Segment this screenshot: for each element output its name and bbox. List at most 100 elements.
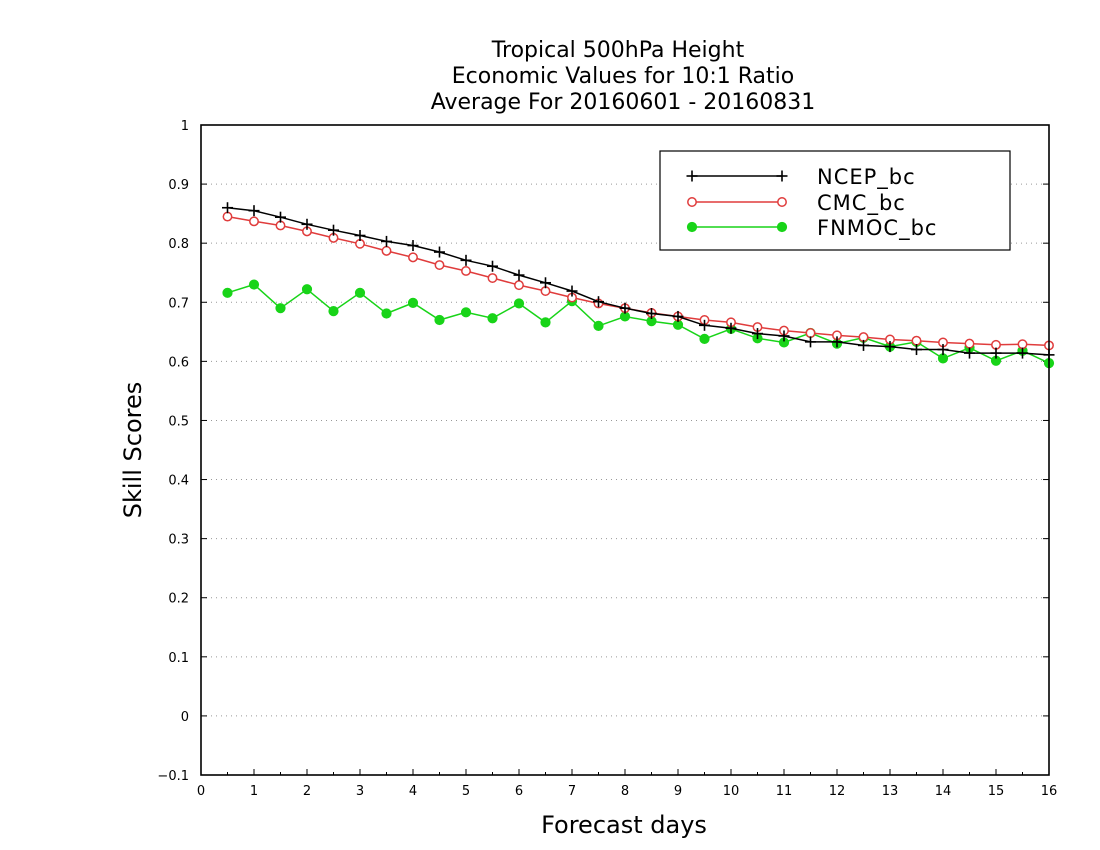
data-point-cmc-bc (487, 273, 498, 283)
y-tick-label: −0.1 (157, 769, 189, 784)
x-tick-label: 16 (1041, 784, 1058, 799)
data-point-ncep-bc (328, 224, 339, 236)
legend-box (659, 150, 1011, 251)
data-point-ncep-bc (460, 254, 472, 266)
chart-title: Tropical 500hPa Height Economic Values f… (431, 38, 816, 115)
legend-label: FNMOC_bc (817, 216, 937, 241)
data-point-cmc-bc (805, 328, 816, 338)
data-point-ncep-bc (275, 211, 286, 223)
y-axis-ticks: −0.1 0 0.1 0.2 0.3 0.4 0.5 0.6 0.7 0.8 0.9 1 (157, 119, 1049, 784)
data-point-ncep-bc (672, 310, 684, 322)
data-point-fnmoc-bc (222, 287, 233, 298)
plot-frame (200, 124, 1050, 776)
data-point-fnmoc-bc (407, 297, 419, 308)
series-fnmoc-bc (222, 279, 1055, 369)
data-point-ncep-bc (778, 330, 790, 342)
data-point-fnmoc-bc (301, 284, 313, 295)
data-point-fnmoc-bc (328, 306, 339, 317)
data-point-fnmoc-bc (460, 307, 472, 318)
data-point-ncep-bc (911, 344, 922, 356)
y-tick-label: 0.3 (168, 533, 189, 548)
data-point-cmc-bc (434, 260, 445, 270)
legend-marker (686, 170, 698, 182)
data-point-cmc-bc (964, 338, 975, 349)
data-point-ncep-bc (487, 260, 498, 272)
x-axis-ticks: 0 1 2 3 4 5 6 7 8 9 10 11 12 13 14 15 16 (197, 769, 1057, 799)
x-tick-label: 10 (723, 784, 740, 799)
x-tick-label: 0 (197, 784, 205, 799)
x-tick-label: 11 (776, 784, 793, 799)
data-point-ncep-bc (831, 336, 843, 348)
data-point-ncep-bc (752, 328, 763, 340)
y-tick-label: 0.8 (168, 237, 189, 252)
x-tick-label: 5 (462, 784, 470, 799)
data-point-ncep-bc (593, 296, 604, 308)
data-point-ncep-bc (407, 240, 419, 252)
data-point-cmc-bc (461, 266, 471, 276)
x-tick-label: 13 (882, 784, 899, 799)
data-point-cmc-bc (222, 211, 233, 222)
data-point-cmc-bc (514, 280, 524, 291)
data-point-fnmoc-bc (699, 333, 710, 345)
data-point-cmc-bc (249, 216, 259, 227)
data-point-fnmoc-bc (540, 317, 551, 328)
data-point-ncep-bc (990, 347, 1002, 359)
data-point-ncep-bc (937, 344, 949, 356)
y-tick-label: 0.2 (168, 592, 189, 607)
data-point-ncep-bc (540, 277, 551, 289)
data-point-fnmoc-bc (434, 314, 445, 326)
legend-marker (776, 221, 788, 233)
data-point-ncep-bc (301, 218, 313, 230)
x-tick-label: 12 (829, 784, 846, 799)
x-tick-label: 3 (356, 784, 364, 799)
legend-item-fnmoc-bc: FNMOC_bc (686, 216, 937, 241)
data-point-ncep-bc (381, 235, 392, 247)
data-point-fnmoc-bc (381, 308, 392, 319)
data-point-fnmoc-bc (937, 353, 949, 364)
legend-marker (776, 170, 788, 182)
data-point-ncep-bc (699, 319, 710, 331)
y-tick-label: 0.6 (168, 355, 189, 370)
y-tick-label: 0.7 (168, 296, 189, 311)
x-tick-label: 15 (988, 784, 1005, 799)
data-point-ncep-bc (858, 339, 869, 351)
legend-marker (687, 197, 697, 207)
data-point-ncep-bc (725, 322, 737, 334)
data-point-ncep-bc (1017, 347, 1028, 359)
x-tick-label: 7 (568, 784, 576, 799)
data-point-ncep-bc (884, 341, 896, 353)
y-axis-label: Skill Scores (119, 382, 147, 519)
x-axis-label: Forecast days (541, 811, 707, 839)
x-tick-label: 14 (935, 784, 952, 799)
data-point-ncep-bc (805, 336, 816, 348)
series-line-fnmoc-bc (227, 283, 1050, 364)
legend-label: NCEP_bc (817, 165, 916, 190)
legend-label: CMC_bc (817, 191, 906, 216)
data-point-ncep-bc (354, 230, 366, 241)
data-point-cmc-bc (381, 245, 392, 256)
x-tick-label: 8 (621, 784, 629, 799)
legend-item-ncep-bc: NCEP_bc (686, 165, 916, 190)
y-tick-label: 1 (181, 119, 189, 134)
title-line-3: Average For 20160601 - 20160831 (431, 90, 816, 115)
x-tick-label: 4 (409, 784, 417, 799)
series-ncep-bc (222, 202, 1055, 361)
y-tick-label: 0.5 (168, 414, 189, 429)
legend-marker (686, 221, 698, 233)
data-point-fnmoc-bc (593, 320, 604, 332)
data-series (222, 202, 1055, 369)
data-point-ncep-bc (434, 246, 445, 258)
data-point-fnmoc-bc (354, 287, 366, 298)
data-point-ncep-bc (248, 205, 260, 217)
x-tick-label: 6 (515, 784, 523, 799)
grid-lines (201, 183, 1049, 717)
data-point-fnmoc-bc (275, 303, 286, 314)
data-point-ncep-bc (513, 269, 525, 281)
x-tick-label: 2 (303, 784, 311, 799)
x-tick-label: 1 (250, 784, 258, 799)
data-point-fnmoc-bc (248, 279, 260, 290)
x-tick-label: 9 (674, 784, 682, 799)
legend-item-cmc-bc: CMC_bc (687, 191, 906, 216)
